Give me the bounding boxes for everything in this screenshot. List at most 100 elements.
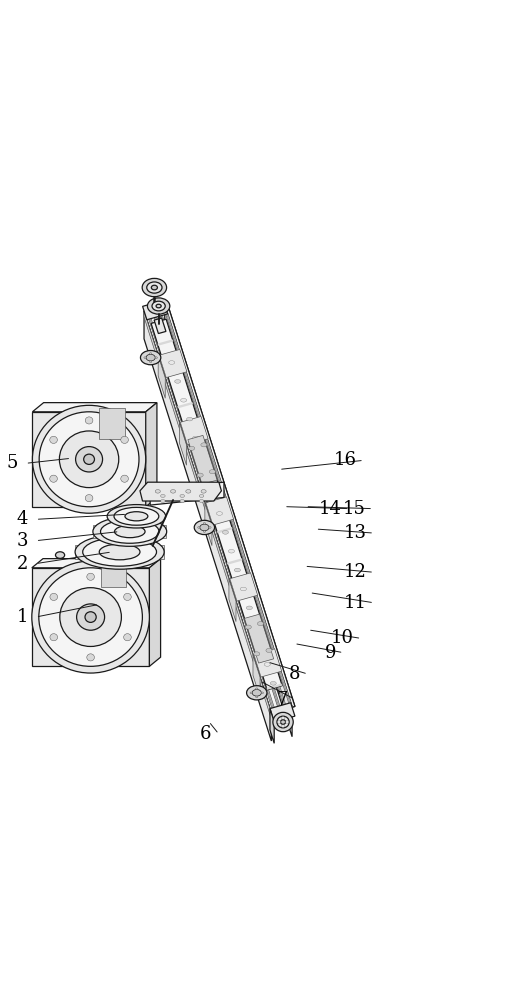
- Polygon shape: [158, 307, 286, 709]
- Ellipse shape: [83, 454, 95, 464]
- Text: 10: 10: [331, 629, 354, 647]
- Ellipse shape: [180, 494, 184, 497]
- Ellipse shape: [39, 412, 139, 507]
- Polygon shape: [33, 412, 146, 507]
- Ellipse shape: [147, 282, 162, 293]
- Ellipse shape: [200, 499, 204, 503]
- Ellipse shape: [222, 531, 229, 534]
- Polygon shape: [229, 579, 236, 622]
- Ellipse shape: [200, 494, 204, 497]
- Polygon shape: [237, 590, 252, 596]
- Polygon shape: [270, 709, 274, 743]
- Ellipse shape: [101, 520, 159, 543]
- Ellipse shape: [168, 361, 175, 364]
- Ellipse shape: [125, 512, 148, 521]
- Ellipse shape: [150, 353, 152, 354]
- Ellipse shape: [258, 644, 264, 647]
- Polygon shape: [144, 311, 271, 741]
- Ellipse shape: [60, 588, 121, 646]
- Ellipse shape: [75, 535, 164, 569]
- Ellipse shape: [87, 573, 94, 580]
- Ellipse shape: [245, 625, 251, 629]
- Polygon shape: [101, 556, 126, 587]
- Polygon shape: [244, 614, 274, 663]
- Ellipse shape: [151, 285, 157, 290]
- Polygon shape: [146, 310, 275, 712]
- Polygon shape: [147, 310, 275, 712]
- Ellipse shape: [256, 688, 258, 690]
- Polygon shape: [149, 559, 161, 666]
- Polygon shape: [266, 683, 282, 690]
- Polygon shape: [254, 649, 281, 677]
- Text: 9: 9: [324, 644, 336, 662]
- Ellipse shape: [203, 523, 206, 524]
- Ellipse shape: [201, 443, 207, 447]
- Ellipse shape: [140, 350, 161, 365]
- Ellipse shape: [229, 549, 235, 553]
- Ellipse shape: [210, 493, 216, 496]
- Polygon shape: [150, 482, 224, 505]
- Ellipse shape: [82, 538, 156, 566]
- Polygon shape: [167, 371, 183, 377]
- Ellipse shape: [107, 505, 166, 528]
- Text: 12: 12: [344, 563, 366, 581]
- Ellipse shape: [85, 417, 93, 424]
- Ellipse shape: [55, 552, 65, 558]
- Polygon shape: [32, 559, 161, 568]
- Ellipse shape: [197, 527, 200, 528]
- Ellipse shape: [280, 720, 286, 724]
- Ellipse shape: [252, 689, 261, 696]
- Polygon shape: [159, 349, 187, 378]
- Ellipse shape: [216, 512, 222, 515]
- Polygon shape: [32, 568, 149, 666]
- Polygon shape: [75, 545, 164, 559]
- Ellipse shape: [85, 495, 93, 502]
- Ellipse shape: [186, 490, 191, 493]
- Text: 13: 13: [344, 524, 366, 542]
- Text: 8: 8: [289, 665, 300, 683]
- Polygon shape: [158, 356, 165, 398]
- Polygon shape: [207, 496, 223, 502]
- Text: 11: 11: [344, 594, 366, 612]
- Ellipse shape: [194, 520, 215, 535]
- Ellipse shape: [50, 593, 58, 600]
- Polygon shape: [144, 311, 271, 719]
- Ellipse shape: [261, 692, 264, 694]
- Polygon shape: [163, 305, 293, 708]
- Ellipse shape: [93, 517, 167, 546]
- Ellipse shape: [192, 436, 199, 440]
- Ellipse shape: [277, 721, 280, 723]
- Polygon shape: [188, 435, 217, 484]
- Text: 14: 14: [319, 500, 342, 518]
- Ellipse shape: [50, 475, 58, 482]
- Ellipse shape: [189, 446, 195, 450]
- Text: 1: 1: [16, 608, 28, 626]
- Ellipse shape: [181, 398, 187, 402]
- Polygon shape: [151, 319, 282, 690]
- Ellipse shape: [87, 654, 94, 661]
- Text: 6: 6: [200, 725, 211, 743]
- Ellipse shape: [75, 447, 102, 472]
- Ellipse shape: [33, 405, 146, 513]
- Ellipse shape: [246, 606, 252, 610]
- Polygon shape: [154, 318, 166, 334]
- Ellipse shape: [99, 544, 140, 560]
- Ellipse shape: [60, 431, 119, 488]
- Ellipse shape: [76, 604, 104, 630]
- Polygon shape: [206, 497, 234, 525]
- Ellipse shape: [39, 568, 143, 666]
- Polygon shape: [179, 423, 186, 465]
- Ellipse shape: [155, 490, 160, 493]
- Ellipse shape: [197, 473, 203, 477]
- Polygon shape: [140, 482, 221, 501]
- Polygon shape: [33, 403, 157, 412]
- Ellipse shape: [209, 527, 211, 528]
- Ellipse shape: [200, 524, 209, 531]
- Polygon shape: [257, 652, 272, 659]
- Ellipse shape: [264, 663, 270, 666]
- Ellipse shape: [258, 622, 264, 626]
- Ellipse shape: [277, 716, 289, 728]
- Ellipse shape: [253, 652, 260, 656]
- Polygon shape: [227, 558, 243, 565]
- Ellipse shape: [175, 380, 181, 383]
